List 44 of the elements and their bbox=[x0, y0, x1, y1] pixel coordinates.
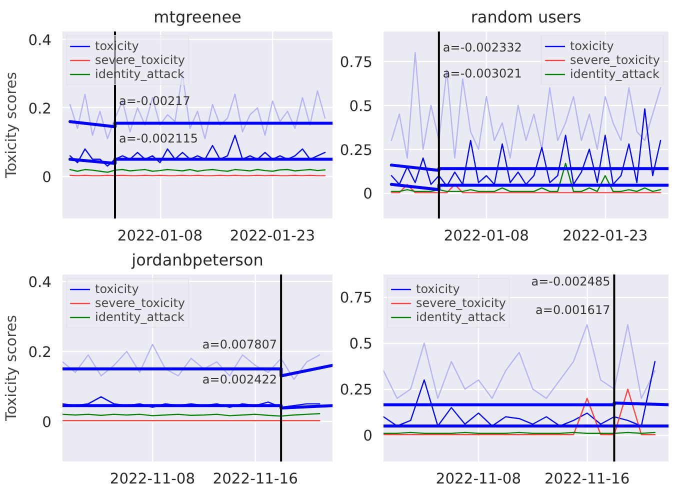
chart-title: random users bbox=[470, 8, 582, 26]
y-tick-label: 0.5 bbox=[349, 98, 373, 115]
y-axis-title: Toxicity scores bbox=[3, 315, 20, 422]
x-tick-label: 2022-01-23 bbox=[230, 228, 316, 244]
y-tick-label: 0.2 bbox=[28, 344, 52, 361]
y-tick-label: 0.4 bbox=[28, 32, 52, 49]
y-tick-label: 0.75 bbox=[340, 54, 373, 71]
x-tick-label: 2022-01-08 bbox=[117, 228, 203, 244]
y-tick-label: 0.25 bbox=[340, 382, 373, 399]
y-tick-label: 0 bbox=[363, 428, 373, 445]
y-tick-label: 0 bbox=[42, 168, 52, 186]
y-tick-label: 0.25 bbox=[340, 142, 373, 159]
y-tick-label: 0.75 bbox=[340, 290, 373, 307]
x-tick-label: 2022-11-16 bbox=[544, 470, 630, 488]
legend-label: identity_attack bbox=[570, 67, 660, 81]
annotation: a=-0.002115 bbox=[119, 132, 198, 146]
y-tick-label: 0.5 bbox=[349, 336, 373, 353]
x-tick-label: 2022-11-16 bbox=[212, 470, 298, 488]
y-tick-label: 0.2 bbox=[28, 100, 52, 118]
legend-label: toxicity bbox=[95, 282, 139, 296]
legend-label: severe_toxicity bbox=[95, 296, 186, 310]
legend-label: toxicity bbox=[416, 282, 460, 296]
annotation: a=0.002422 bbox=[202, 372, 278, 386]
x-tick-label: 2022-01-08 bbox=[444, 228, 530, 244]
chart-title: mtgreenee bbox=[154, 8, 242, 26]
y-axis-title: Toxicity scores bbox=[3, 72, 20, 179]
y-tick-label: 0 bbox=[42, 414, 52, 431]
y-tick-label: 0.4 bbox=[28, 274, 52, 291]
annotation: a=-0.00217 bbox=[119, 94, 190, 108]
annotation: a=0.007807 bbox=[202, 337, 278, 352]
x-tick-label: 2022-11-08 bbox=[436, 470, 522, 488]
annotation: a=-0.002485 bbox=[531, 274, 610, 288]
annotation: a=0.001617 bbox=[536, 303, 610, 318]
legend-label: toxicity bbox=[570, 39, 614, 53]
annotation: a=-0.003021 bbox=[442, 66, 522, 81]
annotation: a=-0.002332 bbox=[442, 40, 522, 54]
x-tick-label: 2022-11-08 bbox=[110, 470, 196, 488]
legend-label: severe_toxicity bbox=[416, 296, 506, 310]
legend-label: severe_toxicity bbox=[570, 53, 660, 67]
legend-label: identity_attack bbox=[95, 310, 184, 324]
legend-label: identity_attack bbox=[416, 310, 506, 324]
x-tick-label: 2022-01-23 bbox=[562, 228, 648, 244]
y-tick-label: 0 bbox=[363, 186, 373, 203]
chart-title: jordanbpeterson bbox=[130, 250, 264, 270]
